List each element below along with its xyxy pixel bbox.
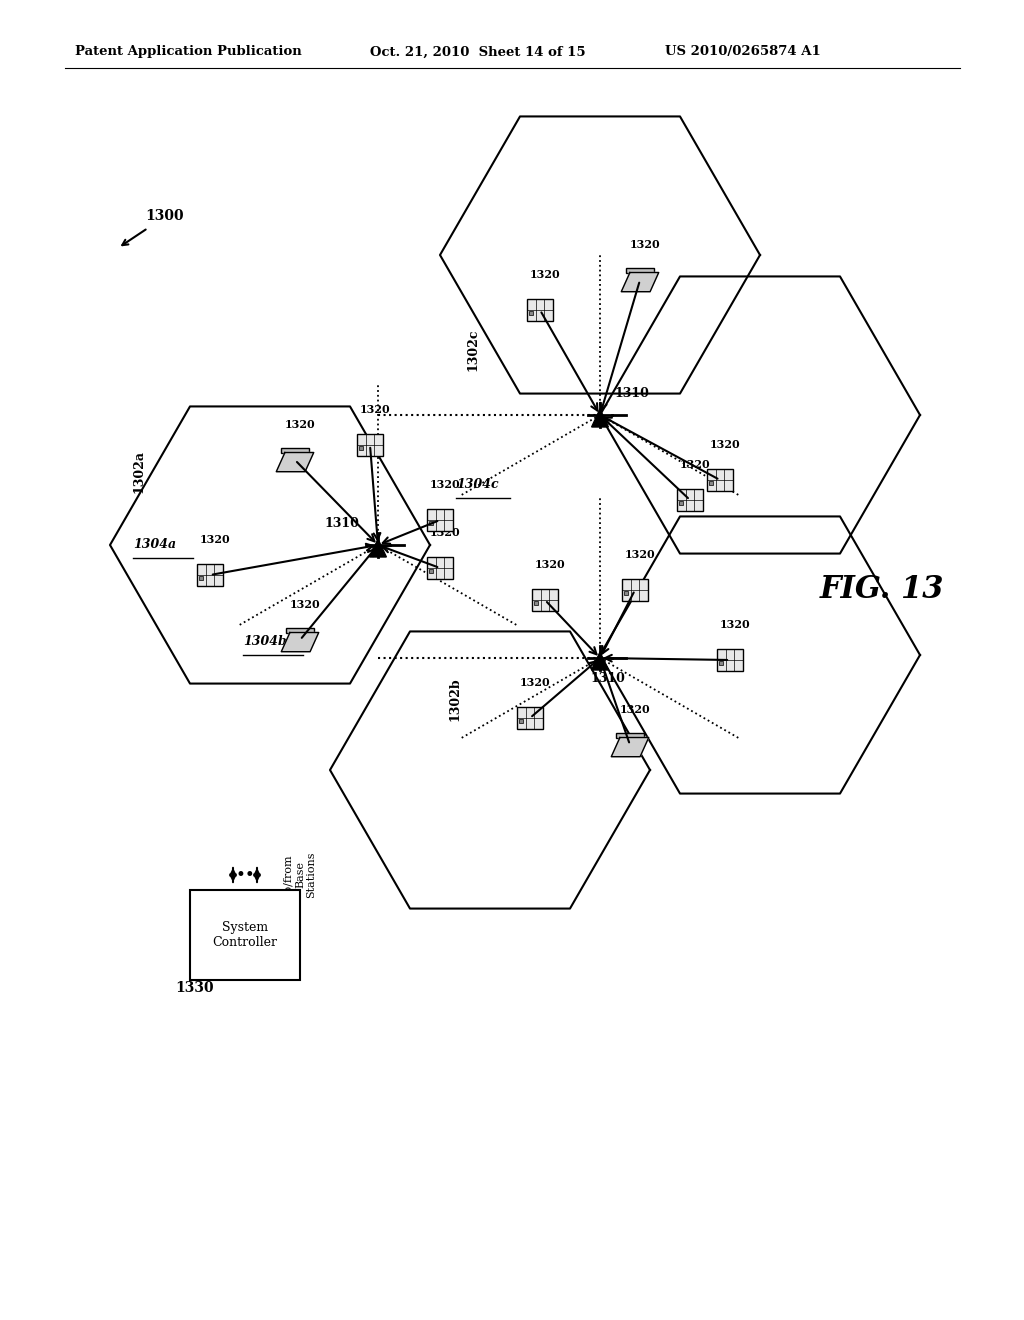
Bar: [281, 449, 309, 453]
Text: 1300: 1300: [145, 209, 183, 223]
Text: 1320: 1320: [530, 269, 560, 280]
Bar: [678, 490, 702, 511]
Text: 1320: 1320: [430, 527, 461, 539]
Bar: [429, 521, 433, 525]
Text: 1302a: 1302a: [133, 450, 146, 492]
Bar: [708, 469, 732, 491]
Bar: [429, 569, 433, 573]
Bar: [190, 890, 300, 979]
Text: US 2010/0265874 A1: US 2010/0265874 A1: [665, 45, 821, 58]
Bar: [527, 300, 553, 321]
Text: 1310: 1310: [324, 517, 358, 531]
Text: 1310: 1310: [590, 672, 625, 685]
Text: FIG. 13: FIG. 13: [820, 574, 944, 606]
Bar: [427, 510, 453, 531]
Bar: [529, 312, 534, 315]
Bar: [718, 649, 742, 671]
Text: 1320: 1320: [290, 599, 321, 610]
Bar: [626, 268, 654, 272]
Polygon shape: [611, 738, 649, 756]
Text: to/from
Base
Stations: to/from Base Stations: [284, 851, 316, 898]
Text: 1320: 1320: [720, 619, 751, 630]
Text: 1330: 1330: [175, 981, 214, 995]
Bar: [198, 564, 222, 586]
Text: 1302b: 1302b: [449, 677, 461, 721]
Text: ••: ••: [236, 866, 255, 884]
Polygon shape: [592, 652, 608, 671]
Text: 1320: 1320: [430, 479, 461, 490]
Bar: [517, 708, 543, 729]
Bar: [710, 480, 714, 484]
Polygon shape: [622, 272, 658, 292]
Bar: [623, 579, 647, 601]
Bar: [532, 589, 558, 611]
Text: 1302c: 1302c: [466, 329, 479, 371]
Bar: [720, 661, 723, 665]
Text: 1320: 1320: [360, 404, 390, 414]
Bar: [535, 601, 539, 605]
Bar: [519, 719, 523, 723]
Bar: [286, 628, 314, 632]
Bar: [357, 434, 383, 455]
Bar: [679, 502, 683, 506]
Text: 1304b: 1304b: [243, 635, 287, 648]
Text: Oct. 21, 2010  Sheet 14 of 15: Oct. 21, 2010 Sheet 14 of 15: [370, 45, 586, 58]
Bar: [200, 576, 204, 579]
Bar: [615, 734, 644, 738]
Bar: [427, 557, 453, 578]
Text: 1320: 1320: [680, 459, 711, 470]
Polygon shape: [370, 539, 386, 557]
Text: 1310: 1310: [614, 387, 649, 400]
Text: 1304a: 1304a: [133, 539, 176, 550]
Text: Patent Application Publication: Patent Application Publication: [75, 45, 302, 58]
Polygon shape: [276, 453, 313, 471]
Bar: [359, 446, 364, 450]
Text: System
Controller: System Controller: [213, 921, 278, 949]
Text: 1320: 1320: [535, 558, 565, 570]
Polygon shape: [592, 409, 608, 426]
Text: 1320: 1320: [625, 549, 655, 560]
Text: 1320: 1320: [620, 704, 650, 715]
Text: 1320: 1320: [520, 677, 551, 688]
Polygon shape: [282, 632, 318, 652]
Bar: [625, 591, 629, 595]
Text: 1320: 1320: [200, 535, 230, 545]
Text: 1304c: 1304c: [456, 478, 499, 491]
Text: 1320: 1320: [285, 418, 315, 430]
Text: 1320: 1320: [710, 440, 740, 450]
Text: 1320: 1320: [630, 239, 660, 249]
